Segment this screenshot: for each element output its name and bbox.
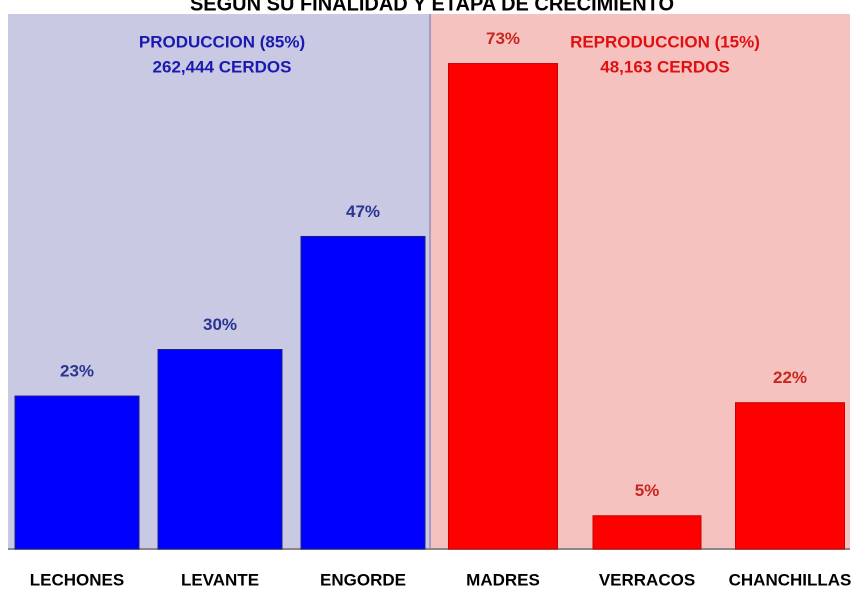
- bar: [593, 516, 701, 549]
- x-tick-label: ENGORDE: [320, 570, 406, 589]
- x-tick-label: LEVANTE: [181, 570, 259, 589]
- group-label: REPRODUCCION (15%): [570, 32, 760, 51]
- bar: [736, 403, 845, 549]
- group-label: PRODUCCION (85%): [139, 32, 305, 51]
- x-tick-label: VERRACOS: [599, 570, 695, 589]
- bar: [301, 236, 425, 549]
- value-label: 30%: [203, 315, 237, 334]
- value-label: 23%: [60, 362, 94, 381]
- x-tick-label: CHANCHILLAS: [729, 570, 852, 589]
- x-tick-label: MADRES: [466, 570, 540, 589]
- group-count: 48,163 CERDOS: [600, 57, 729, 76]
- x-tick-label: LECHONES: [30, 570, 124, 589]
- value-label: 22%: [773, 368, 807, 387]
- bar: [449, 64, 558, 549]
- chart: SEGUN SU FINALIDAD Y ETAPA DE CRECIMIENT…: [0, 0, 860, 590]
- value-label: 5%: [635, 481, 660, 500]
- bar: [158, 350, 282, 550]
- value-label: 47%: [346, 202, 380, 221]
- group-count: 262,444 CERDOS: [153, 57, 292, 76]
- bar: [15, 396, 139, 549]
- value-label: 73%: [486, 29, 520, 48]
- chart-title: SEGUN SU FINALIDAD Y ETAPA DE CRECIMIENT…: [190, 0, 674, 15]
